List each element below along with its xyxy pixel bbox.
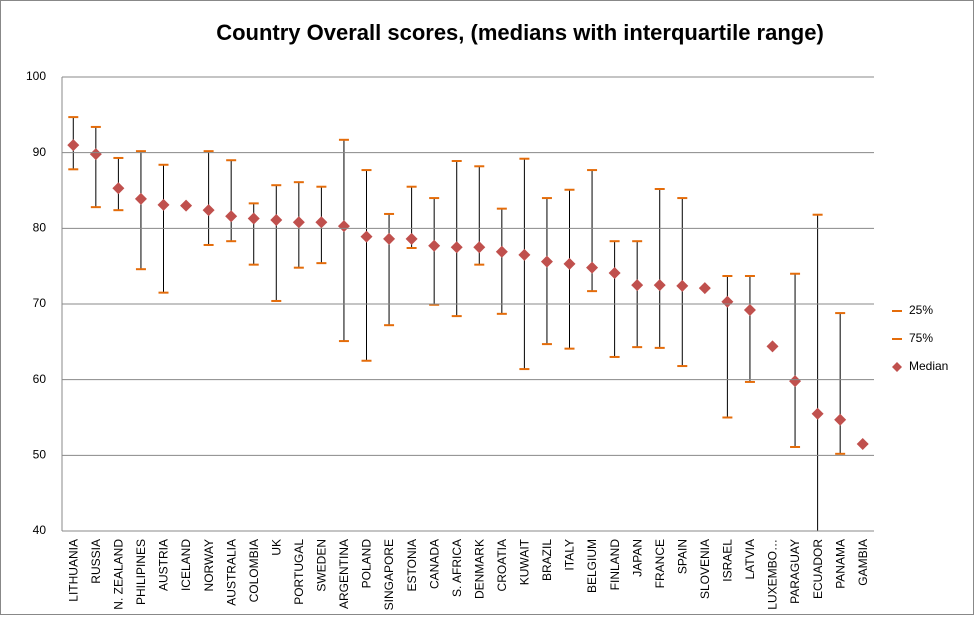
legend-label: Median [909, 359, 948, 373]
x-tick-label: PANAMA [833, 539, 847, 589]
x-tick-label: RUSSIA [89, 539, 103, 584]
x-tick-label: PORTUGAL [292, 539, 306, 605]
median-marker [157, 198, 170, 211]
median-marker [811, 407, 824, 420]
x-tick-label: FINLAND [608, 539, 622, 591]
x-tick-label: NORWAY [202, 539, 216, 591]
y-tick-label: 80 [33, 221, 47, 235]
median-marker [202, 204, 215, 217]
median-marker [112, 182, 125, 195]
x-tick-label: POLAND [360, 539, 374, 589]
median-marker [586, 261, 599, 274]
median-marker [518, 248, 531, 261]
median-marker [473, 241, 486, 254]
y-tick-label: 90 [33, 145, 47, 159]
median-marker [631, 279, 644, 292]
x-tick-label: ESTONIA [405, 539, 419, 591]
x-tick-label: CROATIA [495, 539, 509, 591]
median-marker [653, 279, 666, 292]
x-tick-label: ARGENTINA [337, 539, 351, 609]
x-tick-label: AUSTRALIA [224, 539, 238, 606]
median-marker [337, 220, 350, 233]
median-marker [789, 375, 802, 388]
x-tick-label: GAMBIA [856, 539, 870, 586]
x-tick-label: AUSTRIA [157, 539, 171, 591]
median-marker [360, 230, 373, 243]
median-marker [698, 282, 711, 295]
median-marker [247, 212, 260, 225]
plot-area [67, 116, 869, 531]
x-tick-label: PARAGUAY [788, 539, 802, 604]
median-marker [676, 279, 689, 292]
median-marker [225, 210, 238, 223]
median-marker [292, 216, 305, 229]
x-tick-label: JAPAN [630, 539, 644, 577]
y-tick-label: 70 [33, 296, 47, 310]
x-tick-label: ICELAND [179, 539, 193, 591]
median-marker [766, 340, 779, 353]
legend-swatch [892, 362, 902, 372]
median-marker [405, 232, 418, 245]
x-tick-label: FRANCE [653, 539, 667, 588]
x-tick-label: LUXEMBO… [766, 539, 780, 610]
x-tick-label: BELGIUM [585, 539, 599, 593]
y-tick-label: 40 [33, 523, 47, 537]
x-tick-label: LATVIA [743, 539, 757, 579]
x-tick-label: PHILIPINES [134, 539, 148, 605]
median-marker [180, 199, 193, 212]
median-marker [834, 413, 847, 426]
x-tick-label: DENMARK [472, 539, 486, 599]
median-marker [856, 437, 869, 450]
x-tick-label: SINGAPORE [382, 539, 396, 610]
x-tick-label: LITHUANIA [66, 539, 80, 602]
median-marker [89, 148, 102, 161]
x-tick-label: COLOMBIA [247, 539, 261, 602]
median-marker [67, 139, 80, 152]
x-tick-label: ITALY [563, 539, 577, 571]
legend-label: 75% [909, 331, 933, 345]
median-marker [270, 214, 283, 227]
x-tick-label: ISRAEL [721, 539, 735, 582]
x-tick-label: KUWAIT [518, 538, 532, 585]
x-tick-label: N. ZEALAND [112, 539, 126, 610]
median-marker [315, 216, 328, 229]
median-marker [563, 257, 576, 270]
median-marker [495, 245, 508, 258]
legend-label: 25% [909, 303, 933, 317]
x-tick-label: SLOVENIA [698, 539, 712, 599]
median-marker [540, 255, 553, 268]
median-marker [608, 266, 621, 279]
x-tick-label: S. AFRICA [450, 539, 464, 597]
x-tick-label: SWEDEN [315, 539, 329, 592]
x-tick-label: BRAZIL [540, 539, 554, 581]
x-tick-label: UK [269, 539, 283, 556]
x-tick-label: ECUADOR [811, 539, 825, 599]
median-marker [134, 192, 147, 205]
median-marker [743, 304, 756, 317]
x-tick-label: CANADA [427, 539, 441, 589]
x-tick-label: SPAIN [675, 539, 689, 574]
median-marker [428, 239, 441, 252]
chart-title: Country Overall scores, (medians with in… [216, 20, 824, 45]
median-marker [383, 232, 396, 245]
y-tick-label: 50 [33, 448, 47, 462]
y-tick-label: 100 [26, 69, 46, 83]
median-marker [450, 241, 463, 254]
median-marker [721, 295, 734, 308]
y-tick-label: 60 [33, 372, 47, 386]
